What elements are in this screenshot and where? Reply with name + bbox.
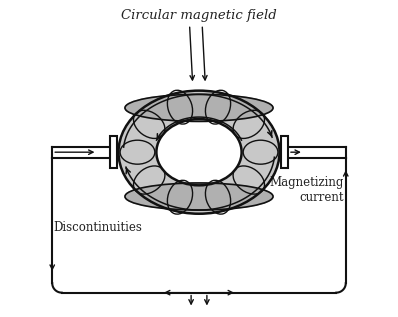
Text: Magnetizing
current: Magnetizing current — [270, 176, 344, 204]
Bar — [110, 136, 117, 168]
Text: Discontinuities: Discontinuities — [54, 222, 143, 235]
Ellipse shape — [156, 119, 242, 185]
Bar — [281, 136, 288, 168]
Ellipse shape — [125, 94, 273, 121]
Ellipse shape — [125, 183, 273, 210]
Text: Circular magnetic field: Circular magnetic field — [121, 9, 277, 22]
Ellipse shape — [119, 91, 279, 214]
